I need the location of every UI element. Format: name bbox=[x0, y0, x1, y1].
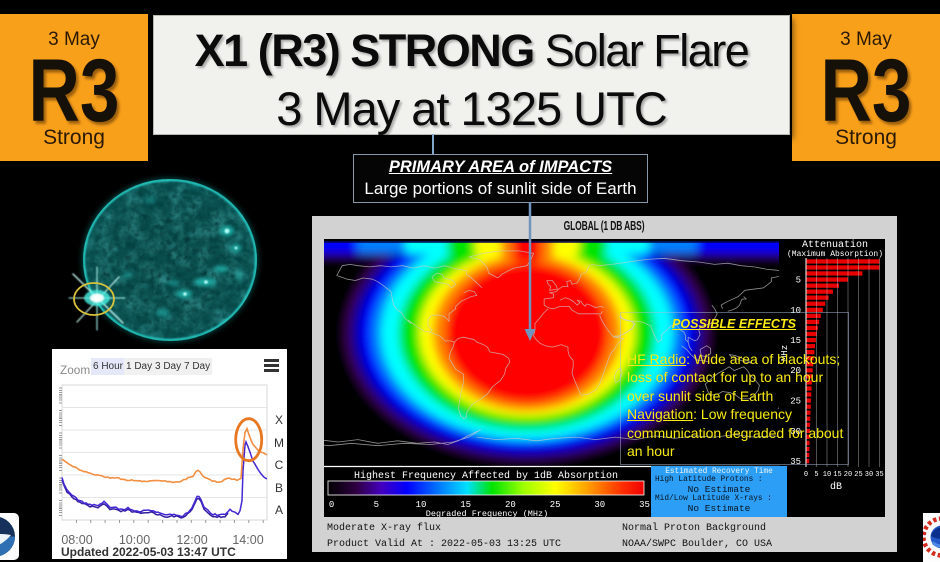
svg-text:15: 15 bbox=[790, 336, 801, 346]
svg-text:20: 20 bbox=[790, 366, 801, 376]
svg-text:dB: dB bbox=[830, 481, 842, 493]
svg-text:15: 15 bbox=[833, 471, 841, 479]
svg-text:35: 35 bbox=[875, 471, 883, 479]
svg-text:35: 35 bbox=[790, 457, 801, 467]
svg-text:30: 30 bbox=[594, 500, 605, 510]
svg-text:5: 5 bbox=[796, 276, 801, 286]
svg-text:MHz: MHz bbox=[780, 345, 790, 361]
svg-text:25: 25 bbox=[854, 471, 862, 479]
svg-text:Attenuation: Attenuation bbox=[802, 239, 868, 251]
svg-text:30: 30 bbox=[865, 471, 873, 479]
svg-text:10: 10 bbox=[416, 500, 427, 510]
svg-text:10: 10 bbox=[823, 471, 831, 479]
svg-text:Highest Frequency Affected by: Highest Frequency Affected by 1dB Absorp… bbox=[354, 470, 618, 482]
svg-text:20: 20 bbox=[844, 471, 852, 479]
svg-text:10: 10 bbox=[790, 306, 801, 316]
svg-text:Degraded Frequency (MHz): Degraded Frequency (MHz) bbox=[426, 509, 548, 517]
svg-text:5: 5 bbox=[814, 471, 818, 479]
svg-text:20: 20 bbox=[505, 500, 516, 510]
svg-text:5: 5 bbox=[374, 500, 379, 510]
svg-text:0: 0 bbox=[804, 471, 808, 479]
svg-text:(Maximum Absorption): (Maximum Absorption) bbox=[787, 250, 883, 259]
svg-text:15: 15 bbox=[460, 500, 471, 510]
svg-text:25: 25 bbox=[550, 500, 561, 510]
svg-text:0: 0 bbox=[329, 500, 334, 510]
svg-text:30: 30 bbox=[790, 427, 801, 437]
svg-text:25: 25 bbox=[790, 397, 801, 407]
svg-text:35: 35 bbox=[639, 500, 650, 510]
